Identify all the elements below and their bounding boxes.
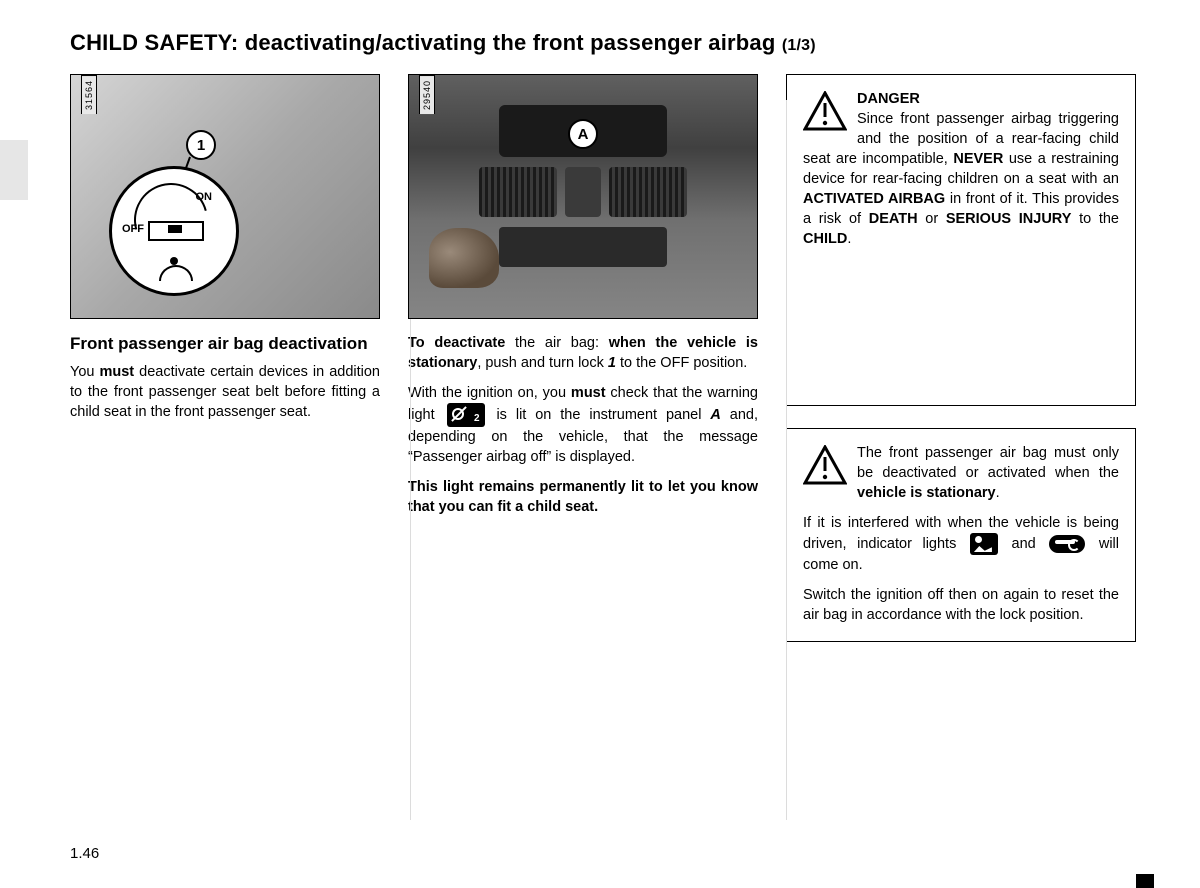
danger-label: DANGER [857, 91, 920, 107]
figure-2-callout: A [568, 119, 598, 149]
airbag-off-warning-icon [447, 403, 485, 427]
figure-1-airbag-switch: 31564 1 ON OFF [70, 74, 380, 319]
danger-text: Since front passenger airbag triggering … [803, 111, 1119, 247]
figure-2-dashboard: 29540 A [408, 74, 758, 319]
passenger-seat-icon [970, 533, 998, 555]
service-wrench-icon [1049, 535, 1085, 553]
dashboard-radio [499, 227, 667, 267]
column-3: DANGER Since front passenger airbag trig… [786, 74, 1136, 664]
notice-para-2: If it is interfered with when the vehicl… [803, 513, 1119, 575]
title-pager: (1/3) [782, 37, 816, 54]
title-main: CHILD SAFETY: [70, 30, 238, 55]
crop-mark [1136, 874, 1154, 888]
col2-paragraph-2: With the ignition on, you must check tha… [408, 383, 758, 467]
figure-2-id: 29540 [419, 75, 435, 114]
hand-turning-key [429, 228, 499, 288]
figure-1-callout: 1 [186, 130, 216, 160]
notice-para-3: Switch the ignition off then on again to… [803, 585, 1119, 625]
manual-page: CHILD SAFETY: deactivating/activating th… [0, 0, 1200, 888]
dial-on-label: ON [196, 191, 213, 203]
column-2: 29540 A To deactivate the air bag: when … [408, 74, 758, 664]
col1-paragraph-1: You must deactivate certain devices in a… [70, 362, 380, 422]
col2-paragraph-3: This light remains permanently lit to le… [408, 477, 758, 517]
col2-paragraph-1: To deactivate the air bag: when the vehi… [408, 333, 758, 373]
warning-triangle-icon [803, 91, 847, 131]
page-number: 1.46 [70, 845, 99, 862]
figure-1-id: 31564 [81, 75, 97, 114]
stationary-notice-box: The front passenger air bag must only be… [786, 428, 1136, 642]
notice-para-1: The front passenger air bag must only be… [857, 445, 1119, 501]
warning-triangle-icon [803, 445, 847, 485]
columns-container: 31564 1 ON OFF Front passenger air bag d… [70, 74, 1150, 664]
col1-heading: Front passenger air bag deactivation [70, 333, 380, 354]
page-title: CHILD SAFETY: deactivating/activating th… [70, 30, 1150, 56]
airbag-switch-dial: ON OFF [109, 166, 239, 296]
dial-key-slot [148, 221, 204, 241]
danger-box: DANGER Since front passenger airbag trig… [786, 74, 1136, 406]
dial-off-label: OFF [122, 223, 144, 235]
column-1: 31564 1 ON OFF Front passenger air bag d… [70, 74, 380, 664]
airbag-person-icon [159, 257, 189, 281]
dashboard-vents [479, 167, 687, 217]
title-sub: deactivating/activating the front passen… [245, 30, 776, 55]
column-separator-2 [786, 100, 787, 820]
